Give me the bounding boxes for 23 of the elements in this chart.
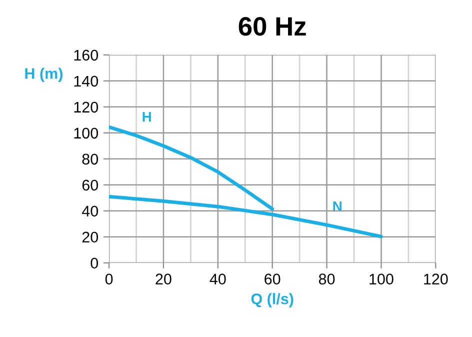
x-axis-title: Q (l/s) xyxy=(251,293,294,308)
x-tick-label: 100 xyxy=(370,274,394,284)
x-tick-label: 40 xyxy=(210,274,226,284)
y-tick-label: 20 xyxy=(82,232,98,243)
series-label: H xyxy=(142,112,151,122)
line-series xyxy=(109,125,274,211)
line-series xyxy=(109,194,383,238)
x-tick-label: 80 xyxy=(318,274,335,284)
x-tick-label: 0 xyxy=(105,274,113,284)
y-tick-label: 40 xyxy=(82,206,98,217)
y-axis-title: H (m) xyxy=(25,68,62,82)
y-tick-label: 60 xyxy=(82,180,98,191)
x-tick-label: 120 xyxy=(424,274,448,284)
y-tick-label: 100 xyxy=(74,128,98,139)
x-tick-label: 20 xyxy=(156,274,172,284)
y-tick-label: 80 xyxy=(82,154,98,165)
y-tick-label: 140 xyxy=(74,76,98,87)
x-tick-label: 60 xyxy=(264,274,280,284)
series-label: N xyxy=(333,201,342,212)
y-tick-label: 0 xyxy=(90,258,98,269)
y-tick-label: 120 xyxy=(74,102,98,113)
chart-title: 60 Hz xyxy=(238,17,306,36)
y-tick-label: 160 xyxy=(74,50,98,61)
